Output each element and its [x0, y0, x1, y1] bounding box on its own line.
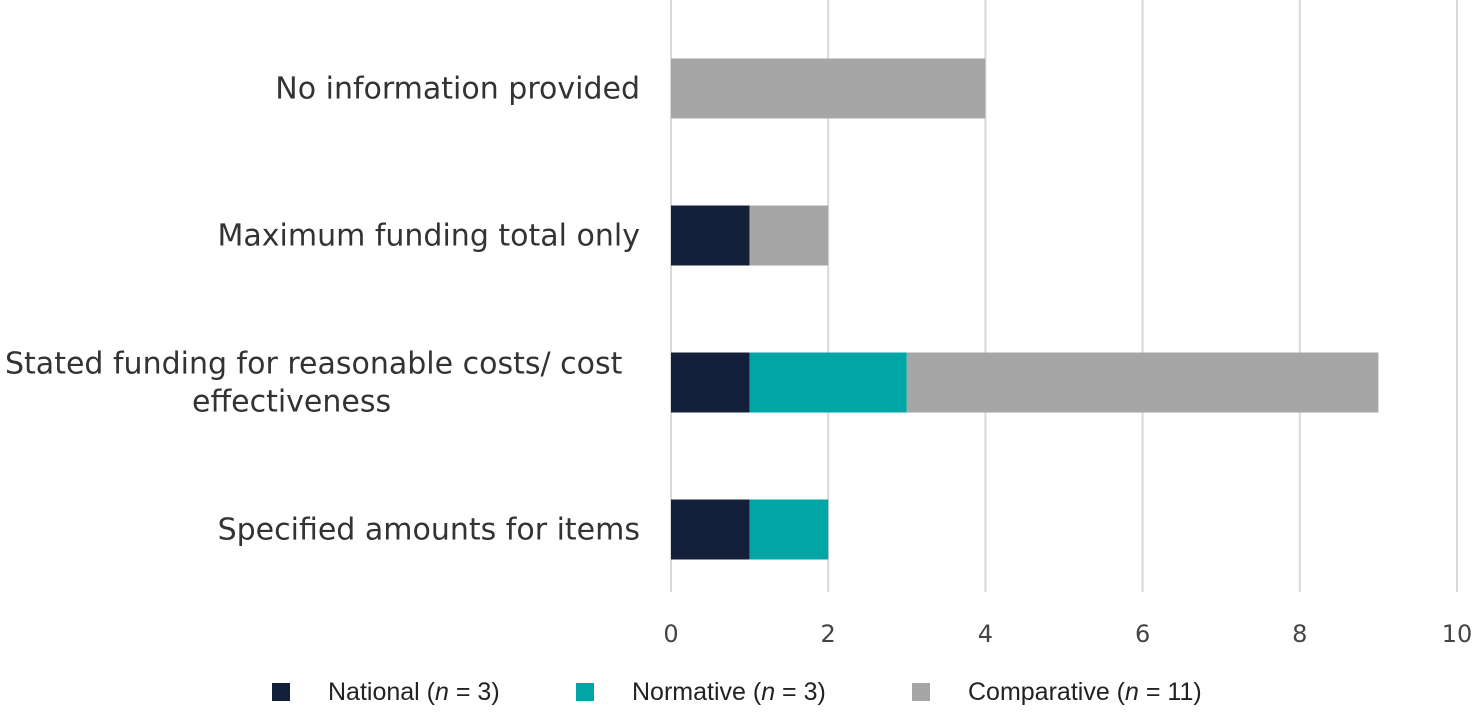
- category-labels: No information provided Maximum funding t…: [5, 72, 640, 548]
- legend-series-n: 11: [1167, 678, 1193, 706]
- category-label: No information provided: [275, 72, 640, 107]
- bars: [671, 58, 1379, 560]
- x-tick-label: 10: [1442, 620, 1473, 648]
- legend-swatch-comparative: [912, 683, 930, 701]
- category-label: Stated funding for reasonable costs/ cos…: [5, 347, 623, 382]
- bar-comparative-1: [749, 205, 829, 266]
- legend: National (n = 3) Normative (n = 3) Compara…: [272, 678, 1202, 706]
- category-label: effectiveness: [192, 385, 391, 420]
- category-label: Maximum funding total only: [217, 219, 640, 254]
- legend-series-name: Comparative: [968, 678, 1110, 706]
- x-tick-label: 8: [1292, 620, 1307, 648]
- bar-national-3: [671, 499, 750, 560]
- legend-swatch-national: [272, 683, 290, 701]
- legend-series-n: 3: [804, 678, 818, 706]
- bar-comparative-0: [671, 58, 986, 119]
- bar-normative-2: [749, 352, 907, 413]
- bar-national-1: [671, 205, 750, 266]
- legend-entry-comparative: Comparative (n = 11): [968, 678, 1202, 706]
- legend-series-n: 3: [477, 678, 491, 706]
- x-tick-label: 2: [821, 620, 836, 648]
- legend-swatch-normative: [576, 683, 594, 701]
- legend-entry-national: National (n = 3): [328, 678, 500, 706]
- legend-entry-normative: Normative (n = 3): [632, 678, 826, 706]
- x-tick-labels: 0 2 4 6 8 10: [663, 620, 1472, 648]
- x-tick-label: 4: [978, 620, 993, 648]
- x-tick-label: 0: [663, 620, 678, 648]
- legend-series-name: National: [328, 678, 420, 706]
- legend-series-name: Normative: [632, 678, 746, 706]
- x-tick-label: 6: [1135, 620, 1150, 648]
- category-label: Specified amounts for items: [218, 513, 640, 548]
- bar-national-2: [671, 352, 750, 413]
- bar-comparative-2: [906, 352, 1379, 413]
- bar-normative-3: [749, 499, 829, 560]
